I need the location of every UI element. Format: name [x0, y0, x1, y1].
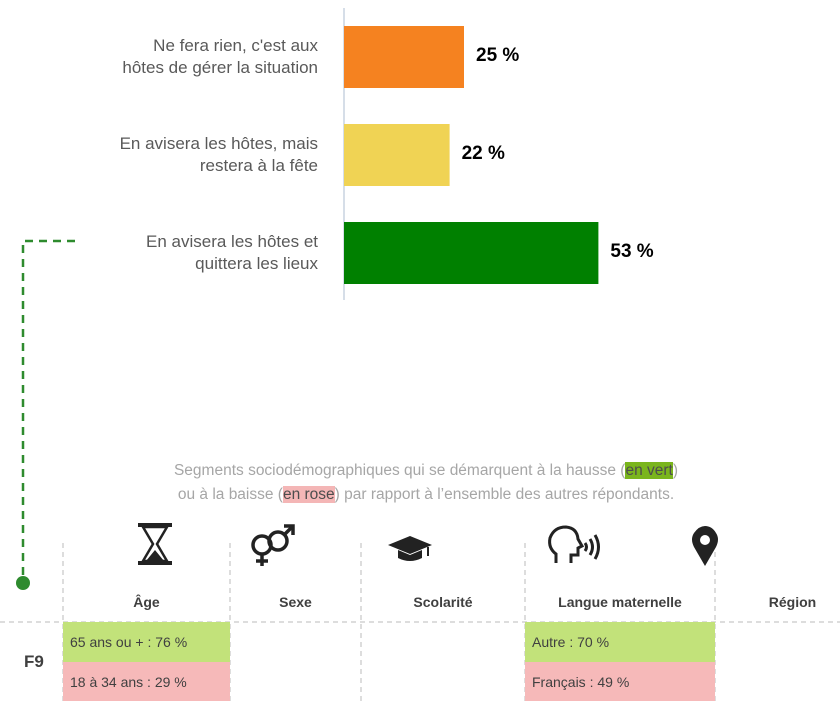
note-line: ou à la baisse (en rose) par rapport à l… — [0, 486, 840, 504]
column-header: Scolarité — [413, 594, 473, 610]
value-label: 22 % — [461, 143, 505, 164]
category-label: En avisera les hôtes et quittera les lie… — [146, 232, 318, 273]
column-header: Région — [768, 594, 817, 610]
row-label: F9 — [24, 652, 44, 671]
cell-down: 18 à 34 ans : 29 % — [63, 662, 230, 701]
connector-dot — [16, 576, 30, 590]
bar — [344, 26, 464, 88]
icon-pin — [692, 526, 718, 566]
value-label: 53 % — [610, 241, 654, 262]
column-header: Âge — [133, 594, 160, 610]
value-label: 25 % — [476, 45, 520, 66]
column-header: Sexe — [279, 594, 312, 610]
note-line: Segments sociodémographiques qui se déma… — [0, 462, 840, 480]
column-header: Langue maternelle — [558, 594, 682, 610]
category-label: Ne fera rien, c'est aux hôtes de gérer l… — [122, 36, 318, 77]
bar — [344, 222, 599, 284]
note-text: ) par rapport à l’ensemble des autres ré… — [334, 486, 675, 503]
bar — [344, 124, 450, 186]
category-label: En avisera les hôtes, mais restera à la … — [119, 134, 318, 175]
connector — [21, 239, 75, 583]
note-highlight: en rose — [282, 486, 335, 503]
icon-speaking — [548, 525, 600, 563]
cell-up: 65 ans ou + : 76 % — [63, 622, 230, 662]
cell-up: Autre : 70 % — [525, 622, 715, 662]
note-text: ) — [672, 462, 679, 479]
cell-down: Français : 49 % — [525, 662, 715, 701]
icon-graduation — [388, 536, 432, 561]
note-highlight: en vert — [625, 462, 673, 479]
note-text: Segments sociodémographiques qui se déma… — [173, 462, 626, 479]
note-text: ou à la baisse ( — [177, 486, 283, 503]
icon-gender — [251, 524, 295, 566]
icon-hourglass — [138, 523, 172, 565]
